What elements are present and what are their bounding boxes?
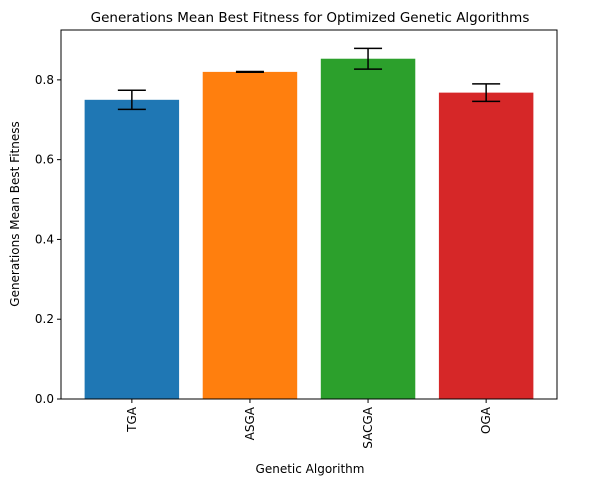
y-tick-label: 0.6 <box>35 153 54 167</box>
x-tick-label: OGA <box>479 406 493 434</box>
y-tick-label: 0.0 <box>35 392 54 406</box>
x-tick-label: TGA <box>125 406 139 433</box>
x-tick-label: SACGA <box>361 406 375 449</box>
bar-tga <box>84 99 180 399</box>
x-axis-title: Genetic Algorithm <box>256 462 365 476</box>
plot-frame <box>60 29 558 400</box>
y-tick-label: 0.8 <box>35 73 54 87</box>
chart-title: Generations Mean Best Fitness for Optimi… <box>91 10 530 26</box>
y-axis-title: Generations Mean Best Fitness <box>8 121 22 306</box>
y-tick-label: 0.4 <box>35 232 54 246</box>
bar-asga <box>202 71 298 400</box>
plot-area: 0.0 0.2 0.4 0.6 0.8 TGA ASGA SACGA OGA <box>35 47 534 449</box>
bar-oga <box>438 92 534 399</box>
y-tick-label: 0.2 <box>35 312 54 326</box>
bar-sacga <box>320 58 416 399</box>
x-tick-label: ASGA <box>243 406 257 440</box>
